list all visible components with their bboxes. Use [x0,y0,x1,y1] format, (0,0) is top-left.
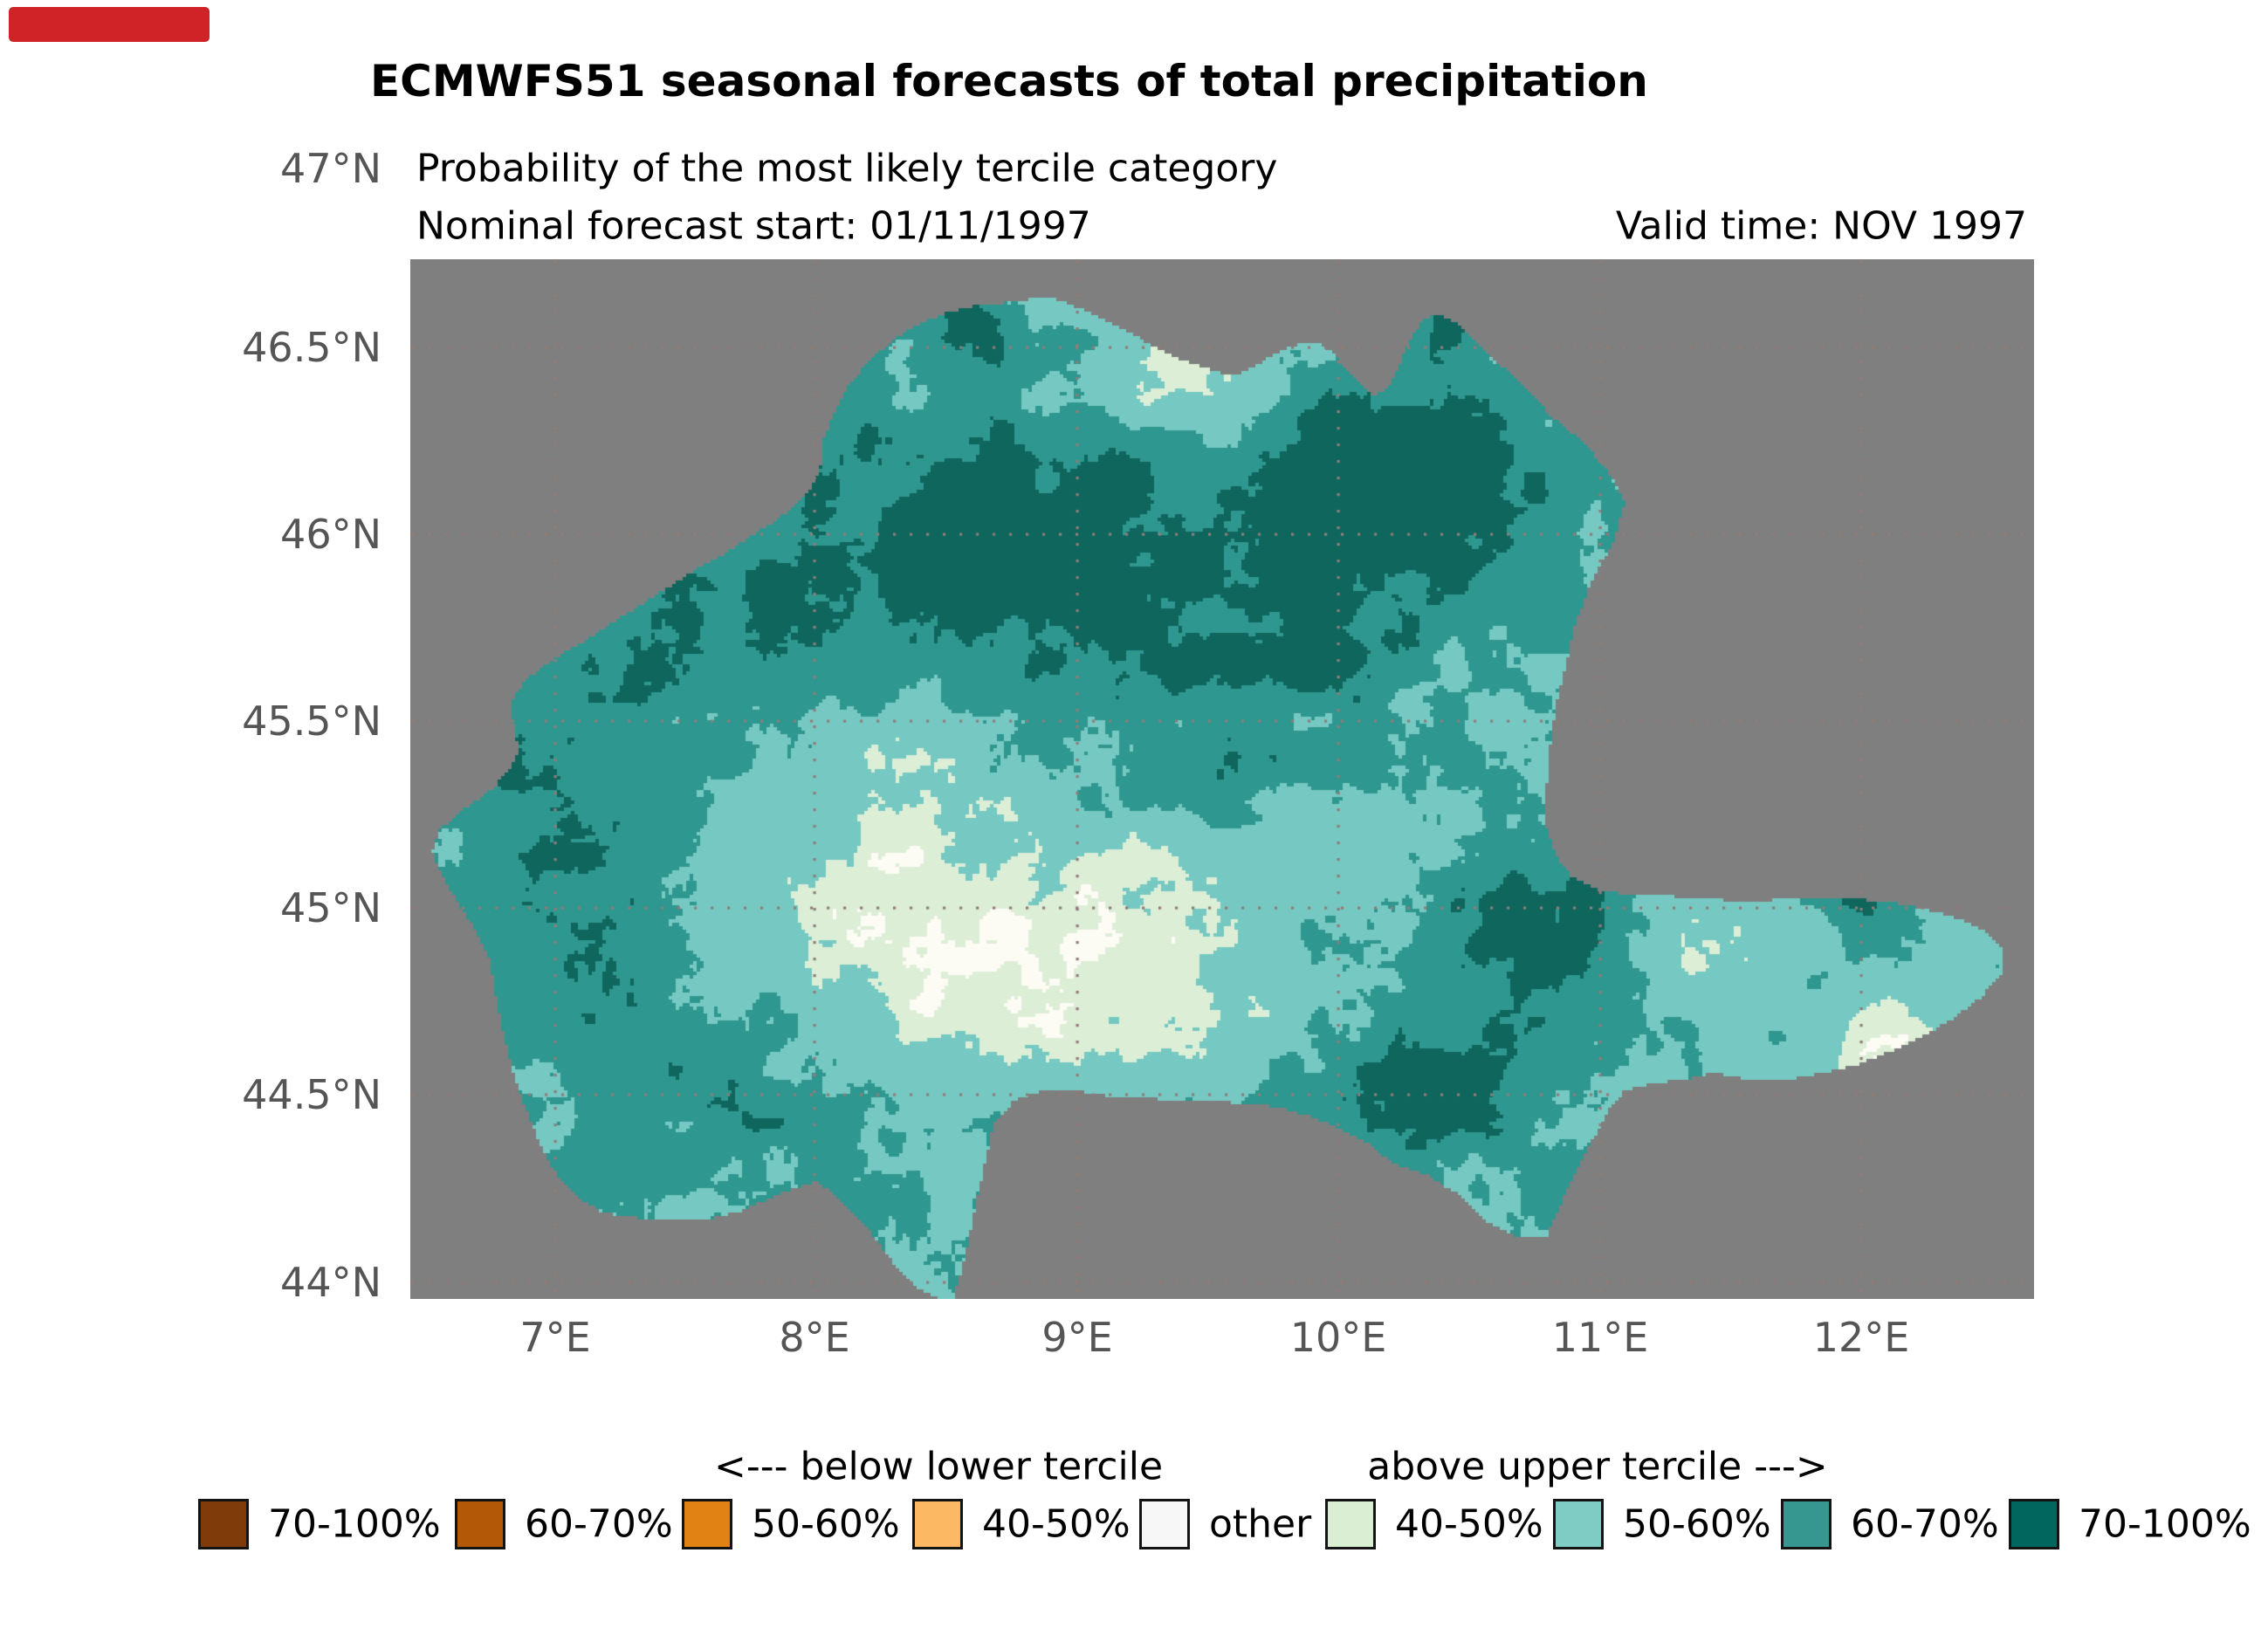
legend-swatch [1325,1499,1376,1549]
legend-header-above: above upper tercile ---> [1367,1444,1828,1489]
legend-swatch [198,1499,249,1549]
legend-swatch [2009,1499,2059,1549]
map-plot-area [410,259,2034,1299]
lon-tick-label: 12°E [1812,1314,1910,1361]
lat-tick-label: 45°N [280,884,381,931]
lat-tick-label: 44.5°N [242,1071,381,1118]
legend-swatch [455,1499,505,1549]
legend-item-label: 60-70% [525,1501,673,1547]
legend-swatch [1553,1499,1604,1549]
legend-item-label: 60-70% [1851,1501,1999,1547]
lon-tick-label: 7°E [519,1314,591,1361]
lon-tick-label: 9°E [1041,1314,1113,1361]
legend-item-label: 40-50% [982,1501,1131,1547]
figure-title: ECMWFS51 seasonal forecasts of total pre… [370,56,1648,106]
lon-tick-label: 10°E [1289,1314,1387,1361]
precipitation-probability-map [410,259,2034,1299]
forecast-start-label: Nominal forecast start: 01/11/1997 [416,203,1091,249]
lat-tick-label: 46.5°N [242,324,381,371]
figure-subtitle: Probability of the most likely tercile c… [416,146,1278,191]
lon-tick-label: 8°E [779,1314,850,1361]
lat-tick-label: 44°N [280,1259,381,1306]
legend-item-label: other [1209,1501,1312,1547]
legend-item-label: 40-50% [1395,1501,1543,1547]
lon-tick-label: 11°E [1551,1314,1649,1361]
lat-tick-label: 46°N [280,511,381,558]
legend-item-label: 50-60% [1623,1501,1771,1547]
legend-swatch [682,1499,732,1549]
recording-badge [9,7,210,42]
legend-header-below: <--- below lower tercile [713,1444,1164,1489]
legend-swatch [1781,1499,1832,1549]
valid-time-label: Valid time: NOV 1997 [1615,203,2027,249]
lat-tick-label: 45.5°N [242,697,381,745]
legend-swatch [912,1499,963,1549]
legend-item-label: 70-100% [2079,1501,2251,1547]
legend-item-label: 50-60% [752,1501,900,1547]
legend-swatch [1139,1499,1190,1549]
lat-tick-label: 47°N [280,145,381,192]
legend-item-label: 70-100% [268,1501,441,1547]
